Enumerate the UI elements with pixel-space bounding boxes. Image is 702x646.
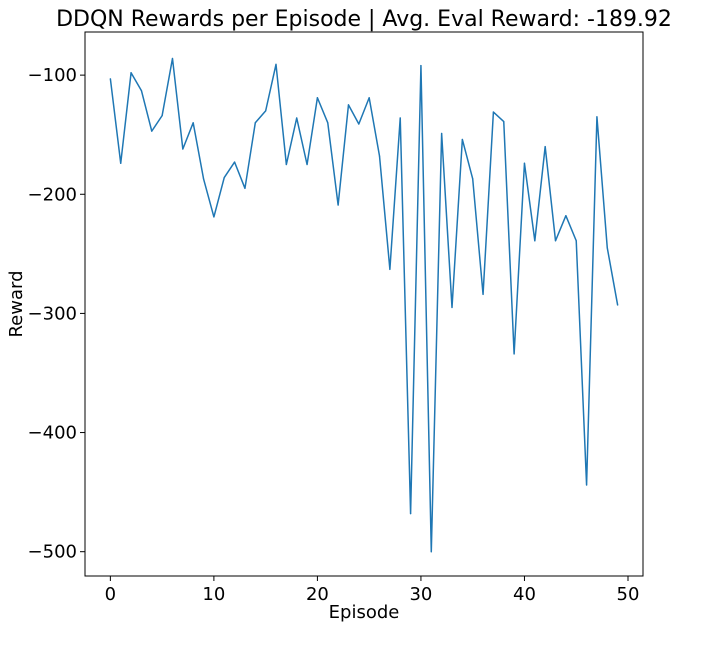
data-point bbox=[585, 484, 588, 486]
x-tick-label: 10 bbox=[202, 584, 225, 605]
data-point bbox=[306, 163, 308, 166]
data-point bbox=[534, 240, 536, 242]
x-tick-label: 40 bbox=[513, 584, 536, 605]
series-line-0 bbox=[109, 57, 619, 553]
data-point bbox=[109, 78, 111, 80]
data-point bbox=[482, 293, 484, 295]
data-point bbox=[337, 204, 339, 206]
data-point bbox=[513, 353, 515, 355]
plot-area bbox=[84, 31, 644, 577]
x-axis-label: Episode bbox=[329, 602, 400, 623]
data-point bbox=[161, 115, 163, 117]
x-tick-label: 0 bbox=[105, 584, 116, 605]
y-axis-label: Reward bbox=[6, 270, 27, 337]
data-point bbox=[130, 72, 132, 74]
data-point bbox=[140, 90, 143, 92]
data-point bbox=[399, 117, 401, 119]
data-point bbox=[451, 306, 453, 309]
data-point bbox=[120, 162, 122, 164]
data-point bbox=[202, 178, 205, 180]
data-point bbox=[151, 130, 153, 132]
data-point bbox=[544, 146, 546, 148]
y-tick-label: −500 bbox=[28, 542, 77, 563]
data-point bbox=[171, 57, 174, 60]
data-point bbox=[254, 122, 256, 124]
data-point bbox=[617, 304, 619, 306]
data-point bbox=[596, 116, 598, 118]
data-point bbox=[409, 512, 412, 515]
data-point bbox=[213, 216, 215, 218]
data-point bbox=[233, 161, 236, 163]
data-point bbox=[461, 138, 463, 141]
data-point bbox=[316, 97, 319, 99]
data-point bbox=[430, 551, 432, 553]
x-axis: 0 10 20 30 40 50 bbox=[105, 576, 640, 605]
x-tick-label: 50 bbox=[617, 584, 640, 605]
y-axis: −500 −400 −300 −200 −100 bbox=[28, 65, 85, 563]
chart-title: DDQN Rewards per Episode | Avg. Eval Rew… bbox=[56, 7, 672, 32]
x-tick-label: 20 bbox=[306, 584, 329, 605]
y-tick-label: −300 bbox=[28, 303, 77, 324]
y-tick-label: −100 bbox=[28, 65, 77, 86]
data-point bbox=[492, 111, 495, 113]
data-point bbox=[441, 132, 443, 135]
data-point bbox=[523, 162, 526, 164]
data-point bbox=[275, 63, 277, 66]
data-point bbox=[192, 122, 194, 124]
y-tick-label: −400 bbox=[28, 423, 77, 444]
data-point bbox=[265, 110, 267, 112]
data-point bbox=[296, 117, 298, 119]
data-point bbox=[358, 123, 360, 125]
data-point bbox=[327, 122, 329, 124]
data-point bbox=[554, 240, 557, 242]
data-point bbox=[368, 97, 370, 99]
data-point bbox=[378, 155, 381, 157]
y-tick-label: −200 bbox=[28, 184, 77, 205]
data-point bbox=[503, 120, 505, 123]
data-point bbox=[472, 178, 474, 180]
data-point bbox=[182, 148, 184, 150]
data-point bbox=[565, 215, 567, 217]
data-point bbox=[285, 163, 287, 166]
series-layer bbox=[109, 57, 619, 553]
data-point bbox=[606, 247, 608, 249]
data-point bbox=[389, 268, 391, 270]
data-point bbox=[420, 65, 422, 67]
x-tick-label: 30 bbox=[409, 584, 432, 605]
data-point bbox=[223, 176, 225, 179]
data-point bbox=[347, 104, 350, 106]
data-point bbox=[575, 240, 577, 242]
data-point bbox=[244, 187, 246, 189]
